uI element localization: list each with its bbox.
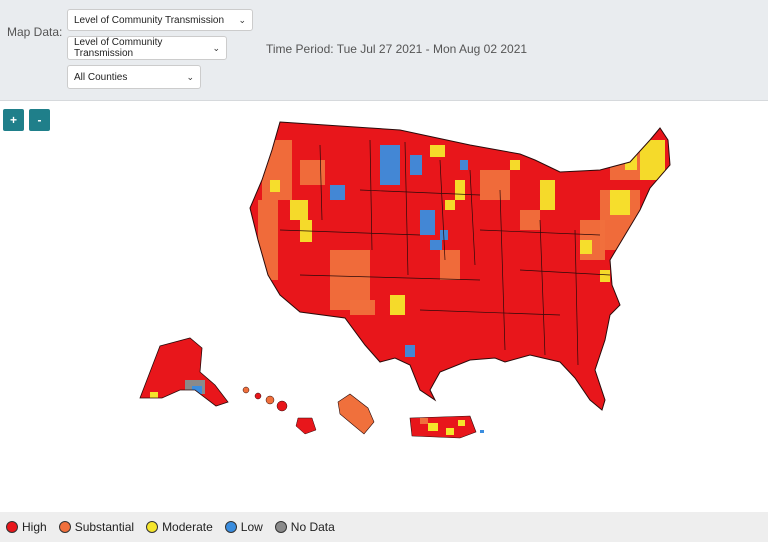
legend-swatch-moderate: [146, 521, 159, 533]
metric-select-secondary-value: Level of Community Transmission: [74, 37, 163, 59]
legend: High Substantial Moderate Low No Data: [0, 512, 768, 542]
map-controls-panel: Map Data: Level of Community Transmissio…: [0, 0, 768, 101]
puerto-rico: [409, 415, 484, 439]
legend-label-low: Low: [240, 520, 263, 534]
county-patch-moderate: [290, 200, 308, 220]
guam-territory: [337, 393, 375, 435]
county-patch-moderate: [455, 180, 465, 200]
metric-select-value: Level of Community Transmission: [74, 14, 225, 26]
county-filter-select[interactable]: All Counties ⌄: [67, 65, 201, 89]
legend-item-substantial: Substantial: [58, 520, 135, 534]
county-patch-substantial: [480, 170, 510, 200]
legend-label-substantial: Substantial: [74, 520, 135, 534]
legend-swatch-no-data: [274, 521, 287, 533]
legend-swatch-high: [6, 521, 18, 533]
legend-item-low: Low: [224, 520, 263, 534]
county-patch-low: [192, 386, 202, 394]
contiguous-us-counties: [250, 122, 670, 410]
county-patch-moderate: [610, 190, 630, 215]
zoom-in-button[interactable]: +: [3, 109, 24, 131]
county-filter-value: All Counties: [74, 71, 128, 83]
county-patch-moderate: [580, 240, 592, 254]
county-patch-substantial: [350, 300, 375, 315]
county-patch-moderate: [430, 145, 445, 157]
county-patch-moderate: [270, 180, 280, 192]
county-patch-moderate: [540, 180, 555, 210]
county-patch-low: [380, 145, 400, 185]
zoom-out-button[interactable]: -: [29, 109, 50, 131]
legend-label-moderate: Moderate: [162, 520, 213, 534]
legend-item-moderate: Moderate: [146, 520, 213, 534]
county-patch-low: [420, 210, 435, 235]
county-patch-low: [410, 155, 422, 175]
metric-select[interactable]: Level of Community Transmission ⌄: [67, 9, 253, 31]
county-patch-low: [330, 185, 345, 200]
county-patch-substantial: [520, 210, 540, 230]
us-county-map[interactable]: [0, 100, 768, 510]
county-patch-low: [460, 160, 468, 170]
county-patch-moderate: [510, 160, 520, 170]
chevron-down-icon: ⌄: [186, 71, 194, 82]
map-data-label: Map Data:: [7, 25, 63, 39]
metric-select-secondary[interactable]: Level of Community Transmission ⌄: [67, 36, 227, 60]
state-borders: [279, 139, 611, 366]
county-patch-moderate: [640, 140, 665, 180]
chevron-down-icon: ⌄: [238, 14, 246, 25]
legend-label-high: High: [22, 520, 47, 534]
county-patch-moderate: [445, 200, 455, 210]
legend-swatch-low: [224, 521, 237, 533]
county-patch-low: [405, 345, 415, 357]
county-patch-moderate: [390, 295, 405, 315]
county-patch-moderate: [600, 270, 610, 282]
legend-item-no-data: No Data: [274, 520, 335, 534]
legend-item-high: High: [6, 520, 47, 534]
county-patch-low: [430, 240, 442, 250]
county-patch-substantial: [258, 200, 278, 280]
hawaii: [242, 386, 317, 435]
legend-swatch-substantial: [58, 521, 71, 533]
legend-label-no-data: No Data: [290, 520, 335, 534]
time-period-text: Time Period: Tue Jul 27 2021 - Mon Aug 0…: [266, 42, 528, 56]
county-patch-substantial: [440, 250, 460, 280]
chevron-down-icon: ⌄: [212, 42, 220, 53]
county-patch-moderate: [150, 392, 158, 398]
